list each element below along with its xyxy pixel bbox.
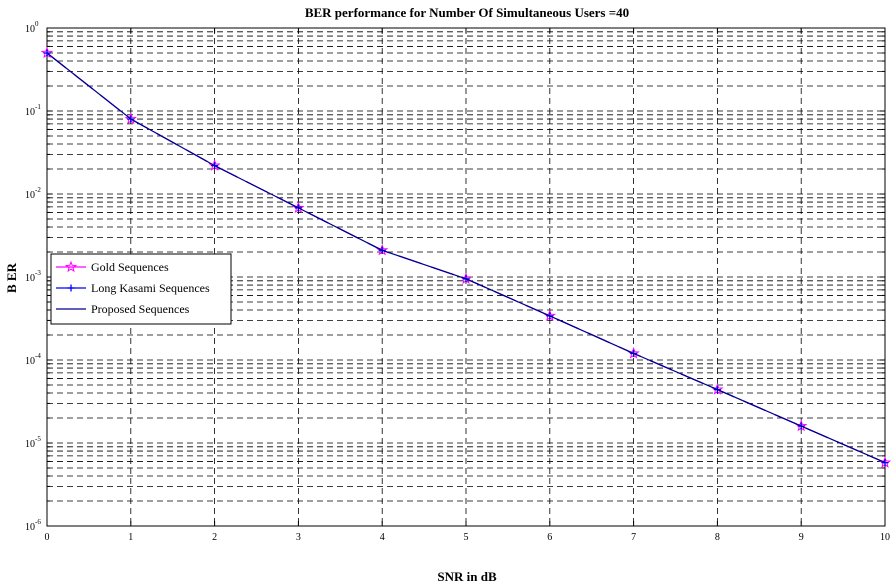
legend-entry: Long Kasami Sequences [56, 281, 210, 295]
y-tick-exponent: -1 [35, 103, 41, 111]
series [40, 46, 891, 468]
x-tick-label: 1 [128, 532, 133, 543]
legend-marker [64, 260, 78, 273]
y-tick-label: 10 -1 [25, 103, 41, 118]
y-tick-base: 10 [25, 273, 35, 284]
x-tick-label: 6 [547, 532, 552, 543]
data-point [43, 49, 51, 57]
y-tick-exponent: -5 [35, 435, 41, 443]
x-tick-label: 2 [212, 532, 217, 543]
y-tick-exponent: -3 [35, 269, 41, 277]
x-tick-label: 3 [296, 532, 301, 543]
y-tick-label: 10 -4 [25, 352, 41, 367]
y-tick-base: 10 [25, 439, 35, 450]
y-tick-label: 10 -5 [25, 435, 41, 450]
y-tick-label: 10 -2 [25, 186, 41, 201]
x-axis-label: SNR in dB [437, 569, 497, 584]
legend: Gold Sequences Long Kasami Sequences Propo… [50, 253, 232, 325]
grid [47, 28, 885, 526]
y-axis-label: B ER [4, 262, 19, 293]
y-tick-label: 10 -6 [25, 518, 41, 533]
x-tick-label: 0 [45, 532, 50, 543]
y-tick-exponent: -2 [35, 186, 41, 194]
data-point [881, 459, 889, 467]
legend-entry: Gold Sequences [56, 260, 169, 274]
legend-label: Gold Sequences [91, 260, 169, 274]
x-tick-label: 8 [715, 532, 720, 543]
x-tick-label: 5 [464, 532, 469, 543]
x-tick-label: 9 [799, 532, 804, 543]
x-tick-label: 4 [380, 532, 385, 543]
y-tick-label: 10 0 [25, 20, 39, 35]
y-tick-base: 10 [25, 24, 35, 35]
x-tick-label: 7 [631, 532, 636, 543]
legend-label: Long Kasami Sequences [91, 281, 210, 295]
series-2 [46, 52, 886, 464]
legend-entry: Proposed Sequences [56, 302, 190, 316]
y-tick-exponent: -6 [35, 518, 41, 526]
y-tick-exponent: -4 [35, 352, 41, 360]
legend-label: Proposed Sequences [91, 302, 190, 316]
legend-marker [67, 284, 75, 292]
y-tick-base: 10 [25, 356, 35, 367]
y-tick-label: 10 -3 [25, 269, 41, 284]
y-tick-base: 10 [25, 107, 35, 118]
y-tick-base: 10 [25, 190, 35, 201]
y-tick-base: 10 [25, 522, 35, 533]
x-tick-label: 10 [880, 532, 890, 543]
series-line [46, 52, 886, 464]
legend-box [50, 253, 232, 325]
chart-title: BER performance for Number Of Simultaneo… [305, 5, 629, 20]
y-tick-exponent: 0 [35, 20, 39, 28]
